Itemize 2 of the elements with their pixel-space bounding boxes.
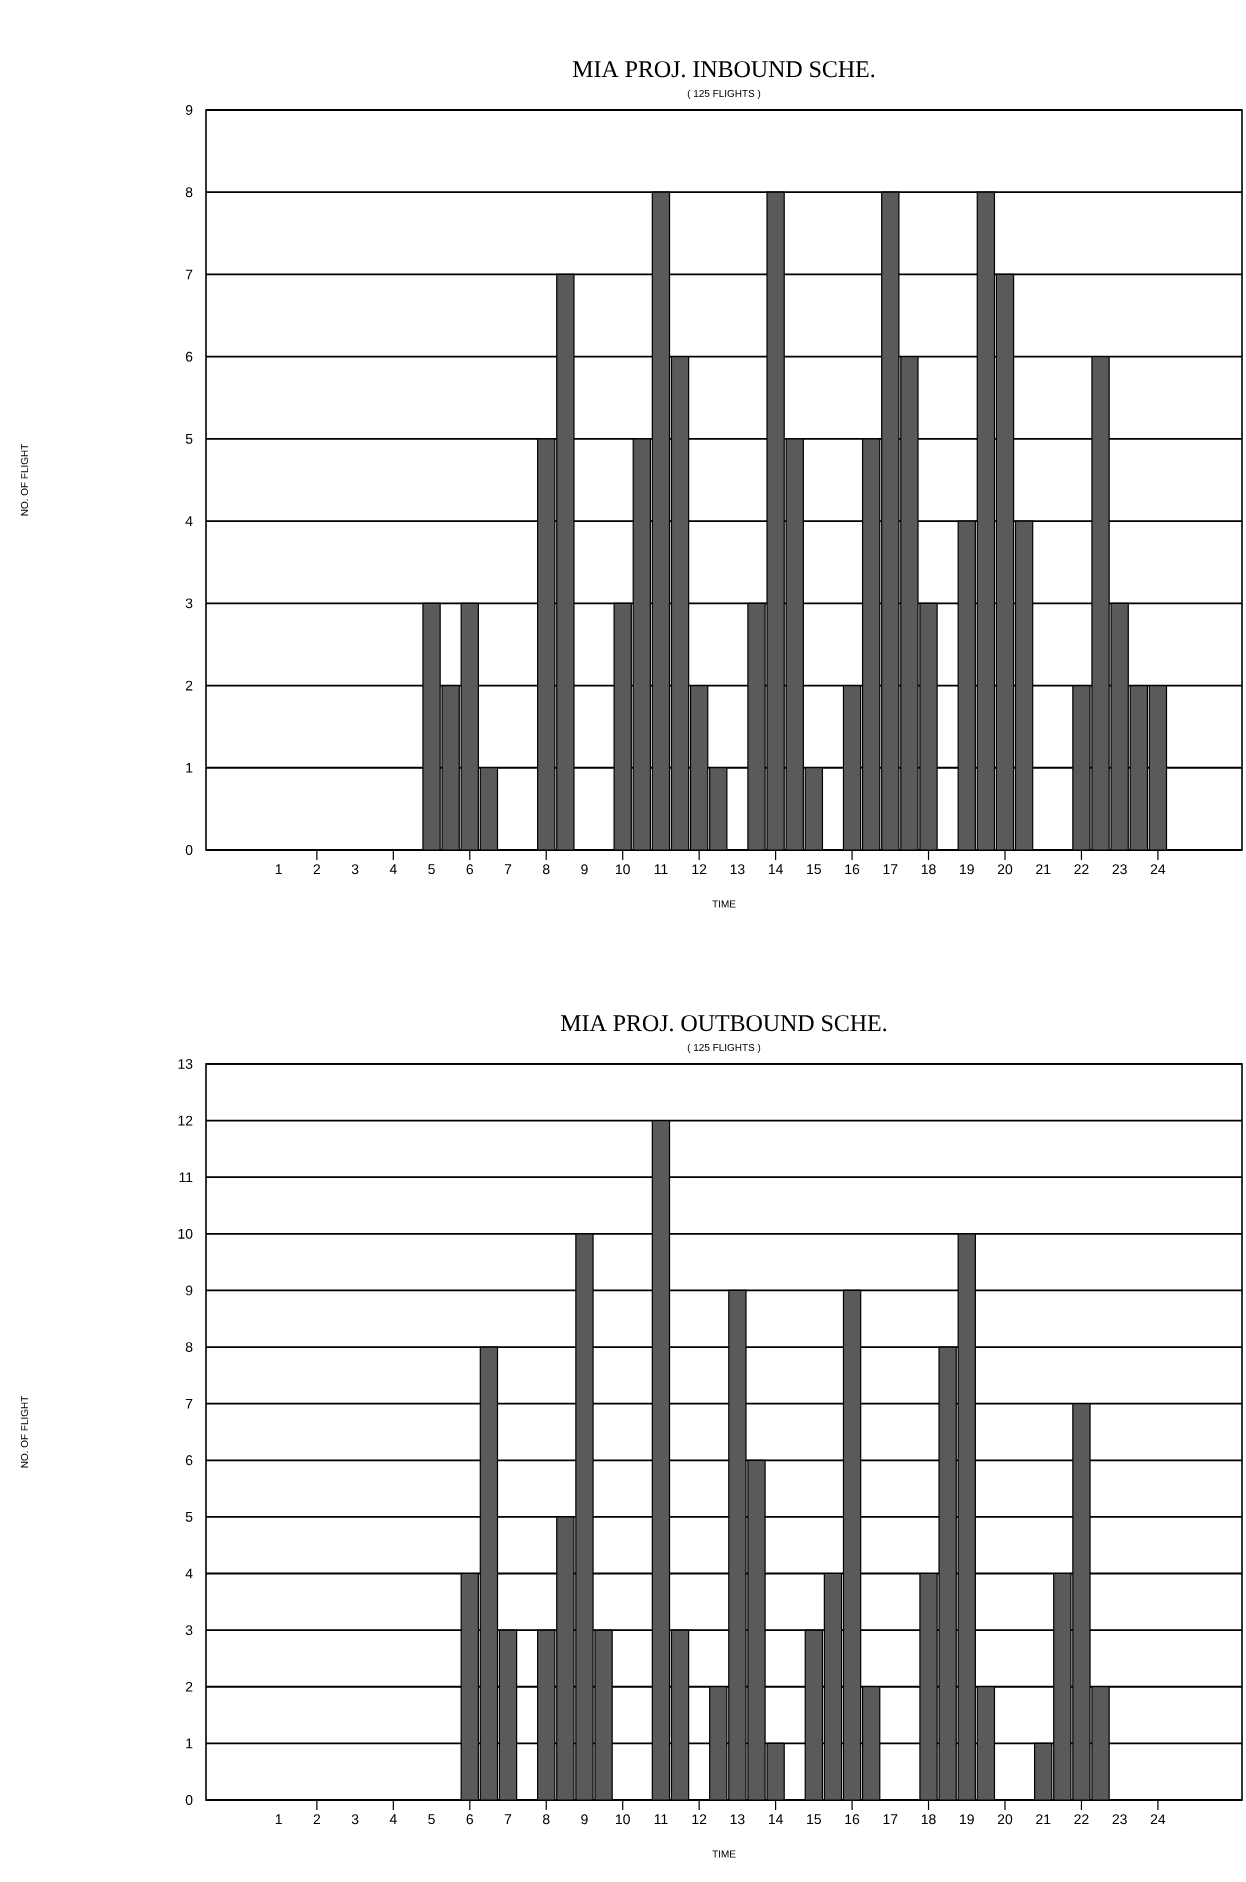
chart-title: MIA PROJ. INBOUND SCHE. — [572, 61, 875, 78]
chart-title: MIA PROJ. OUTBOUND SCHE. — [560, 1015, 887, 1032]
